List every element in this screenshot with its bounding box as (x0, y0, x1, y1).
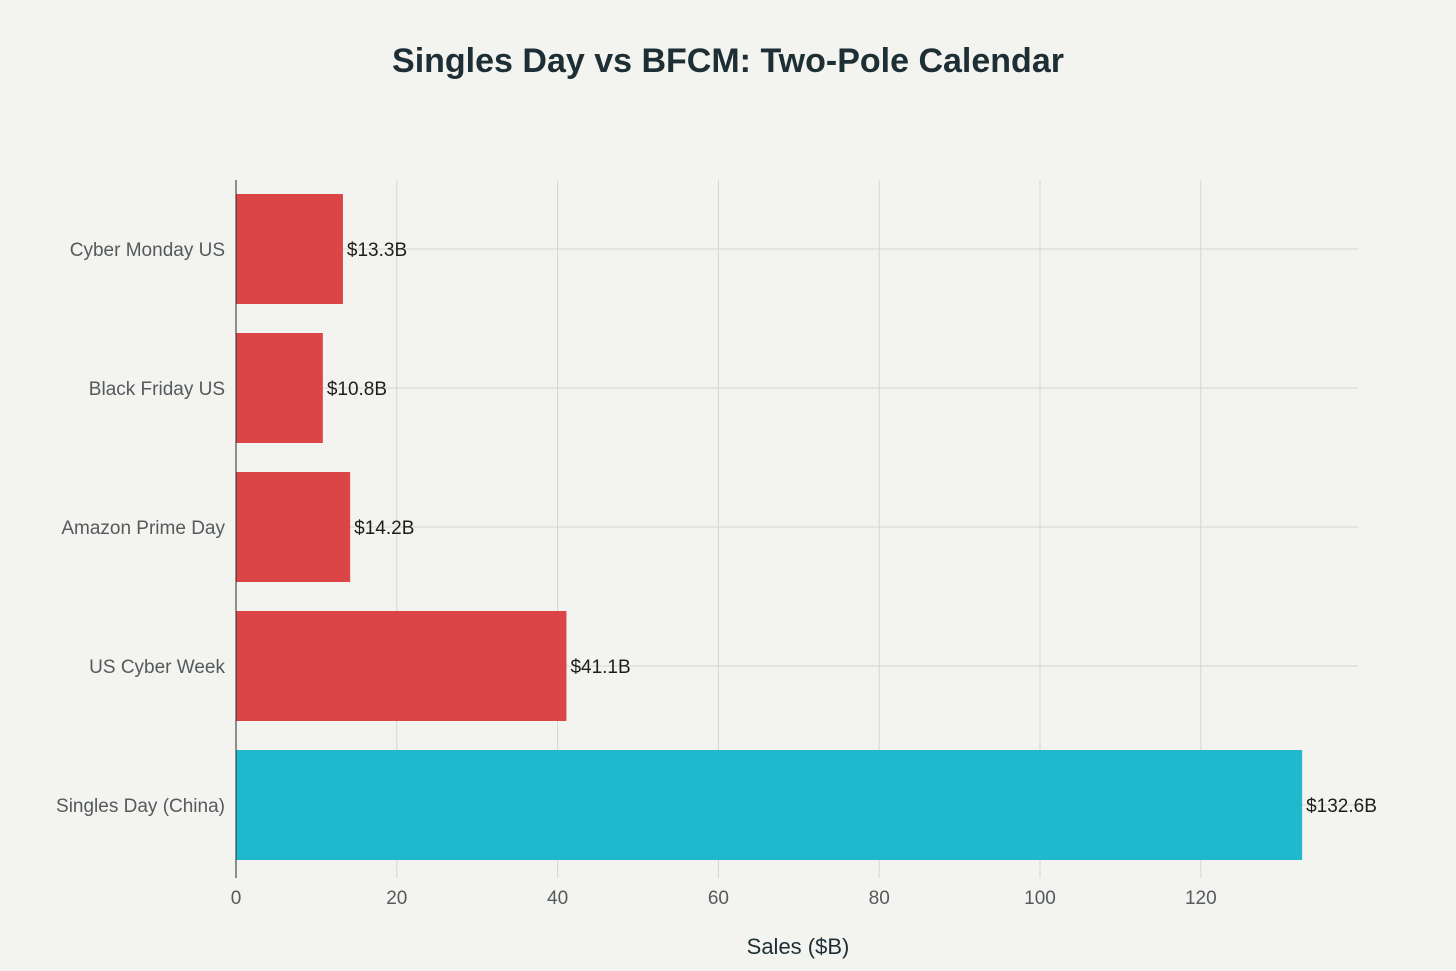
chart-title: Singles Day vs BFCM: Two-Pole Calendar (392, 42, 1064, 80)
category-label-0: Cyber Monday US (70, 240, 225, 261)
category-labels: Cyber Monday US Black Friday US Amazon Pri… (56, 240, 225, 817)
x-tick-label-80: 80 (869, 888, 890, 909)
bar-2 (236, 472, 351, 582)
bar-3 (236, 611, 567, 721)
x-axis-title: Sales ($B) (747, 934, 850, 959)
data-labels: $13.3B $10.8B $14.2B $41.1B $132.6B (327, 240, 1377, 817)
x-tick-label-120: 120 (1185, 888, 1217, 909)
x-tick-label-40: 40 (547, 888, 568, 909)
bar-4 (236, 750, 1303, 860)
x-axis-ticks: 0 20 40 60 80 100 120 (231, 888, 1217, 909)
x-tick-label-60: 60 (708, 888, 729, 909)
category-label-2: Amazon Prime Day (61, 518, 225, 539)
bar-1 (236, 333, 323, 443)
data-label-3: $41.1B (570, 657, 630, 678)
bar-0 (236, 194, 343, 304)
x-tick-label-20: 20 (386, 888, 407, 909)
bars (236, 194, 1303, 860)
x-tick-label-100: 100 (1024, 888, 1056, 909)
x-tick-label-0: 0 (231, 888, 242, 909)
data-label-2: $14.2B (354, 518, 414, 539)
data-label-4: $132.6B (1306, 796, 1377, 817)
data-label-0: $13.3B (347, 240, 407, 261)
category-label-1: Black Friday US (89, 379, 225, 400)
category-label-3: US Cyber Week (89, 657, 225, 678)
data-label-1: $10.8B (327, 379, 387, 400)
category-label-4: Singles Day (China) (56, 796, 225, 817)
